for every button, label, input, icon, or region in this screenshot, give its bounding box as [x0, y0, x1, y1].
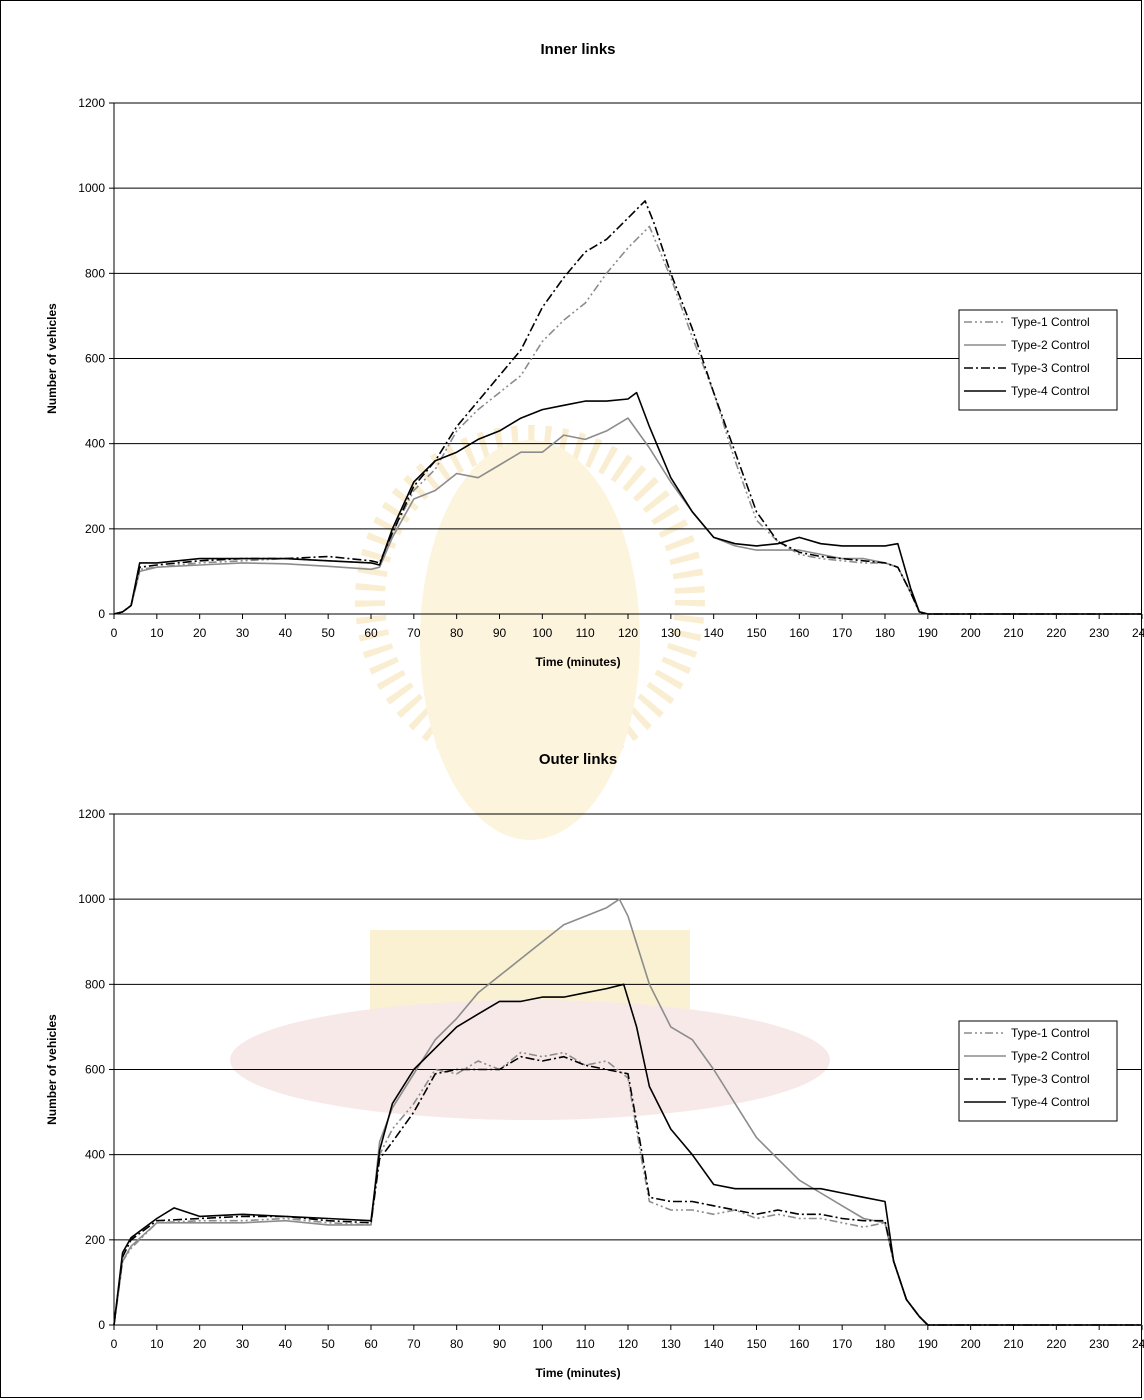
series-line-2 — [113, 417, 1142, 615]
legend-entry: Type-1 Control — [1011, 315, 1090, 329]
x-tick-label: 50 — [321, 1337, 335, 1351]
legend-entry: Type-3 Control — [1011, 1072, 1090, 1086]
chart-title: Inner links — [540, 41, 615, 58]
x-tick-label: 160 — [789, 1337, 809, 1351]
y-tick-label: 800 — [85, 266, 105, 280]
x-axis-label: Time (minutes) — [535, 1366, 620, 1380]
x-tick-label: 240 — [1132, 626, 1144, 640]
legend: Type-1 Control Type-2 Control Type-3 Contr… — [958, 309, 1118, 411]
x-tick-label: 100 — [532, 626, 552, 640]
x-tick-label: 240 — [1132, 1337, 1144, 1351]
y-tick-label: 0 — [98, 1318, 105, 1332]
chart-1: Inner links 0 200 400 600 800 1000 1200 0 10 20 30 4… — [45, 41, 1144, 669]
y-tick-label: 800 — [85, 977, 105, 991]
x-tick-label: 0 — [111, 1337, 118, 1351]
x-tick-label: 110 — [576, 1337, 595, 1351]
y-tick-label: 1000 — [78, 181, 105, 195]
x-tick-label: 160 — [789, 626, 809, 640]
x-tick-label: 150 — [746, 626, 766, 640]
x-tick-label: 0 — [111, 626, 118, 640]
x-tick-label: 100 — [532, 1337, 552, 1351]
x-tick-label: 120 — [618, 626, 638, 640]
legend-entry: Type-1 Control — [1011, 1026, 1090, 1040]
x-tick-label: 220 — [1046, 1337, 1066, 1351]
x-tick-label: 170 — [832, 1337, 852, 1351]
x-tick-label: 120 — [618, 1337, 638, 1351]
y-axis-label: Number of vehicles — [45, 1014, 59, 1125]
x-tick-label: 20 — [193, 626, 207, 640]
x-tick-label: 110 — [576, 626, 595, 640]
x-axis-label: Time (minutes) — [535, 655, 620, 669]
x-tick-label: 200 — [961, 626, 981, 640]
x-tick-label: 60 — [364, 1337, 378, 1351]
y-tick-label: 600 — [85, 1063, 105, 1077]
legend-box — [958, 309, 1118, 411]
x-tick-label: 210 — [1003, 626, 1023, 640]
legend: Type-1 Control Type-2 Control Type-3 Contr… — [958, 1020, 1118, 1122]
chart-2: Outer links 0 200 400 600 800 1000 1200 0 10 20 30 4… — [45, 751, 1144, 1380]
y-tick-label: 400 — [85, 1148, 105, 1162]
x-tick-label: 70 — [407, 626, 421, 640]
x-tick-label: 30 — [236, 1337, 250, 1351]
x-tick-label: 50 — [321, 626, 335, 640]
x-tick-label: 140 — [704, 626, 724, 640]
x-tick-label: 230 — [1089, 626, 1109, 640]
x-tick-label: 30 — [236, 626, 250, 640]
y-tick-label: 1000 — [78, 892, 105, 906]
legend-entry: Type-2 Control — [1011, 338, 1090, 352]
legend-entry: Type-3 Control — [1011, 361, 1090, 375]
x-tick-label: 200 — [961, 1337, 981, 1351]
y-tick-label: 200 — [85, 522, 105, 536]
x-tick-label: 20 — [193, 1337, 207, 1351]
y-tick-label: 400 — [85, 437, 105, 451]
x-tick-label: 150 — [746, 1337, 766, 1351]
x-tick-label: 90 — [493, 626, 507, 640]
x-tick-label: 180 — [875, 626, 895, 640]
legend-box — [958, 1020, 1118, 1122]
legend-entry: Type-2 Control — [1011, 1049, 1090, 1063]
x-tick-label: 130 — [661, 1337, 681, 1351]
series-line-1 — [113, 225, 1142, 615]
x-tick-label: 10 — [150, 626, 164, 640]
x-tick-label: 40 — [279, 1337, 293, 1351]
series-line-2 — [113, 898, 1142, 1326]
legend-entry: Type-4 Control — [1011, 384, 1090, 398]
x-tick-label: 70 — [407, 1337, 421, 1351]
x-tick-label: 130 — [661, 626, 681, 640]
y-tick-label: 200 — [85, 1233, 105, 1247]
x-tick-label: 210 — [1003, 1337, 1023, 1351]
y-tick-label: 1200 — [78, 807, 105, 821]
x-tick-label: 10 — [150, 1337, 164, 1351]
legend-entry: Type-4 Control — [1011, 1095, 1090, 1109]
x-tick-label: 90 — [493, 1337, 507, 1351]
x-tick-label: 180 — [875, 1337, 895, 1351]
series-line-1 — [113, 1051, 1142, 1326]
x-tick-label: 80 — [450, 1337, 464, 1351]
x-tick-label: 140 — [704, 1337, 724, 1351]
x-tick-label: 230 — [1089, 1337, 1109, 1351]
series-line-3 — [113, 1055, 1142, 1326]
x-tick-label: 170 — [832, 626, 852, 640]
series-line-4 — [113, 391, 1142, 615]
x-tick-label: 80 — [450, 626, 464, 640]
series-line-4 — [113, 983, 1142, 1326]
chart-title: Outer links — [539, 751, 617, 768]
y-tick-label: 0 — [98, 607, 105, 621]
y-tick-label: 600 — [85, 352, 105, 366]
x-tick-label: 60 — [364, 626, 378, 640]
x-tick-label: 190 — [918, 626, 938, 640]
x-tick-label: 190 — [918, 1337, 938, 1351]
x-tick-label: 40 — [279, 626, 293, 640]
x-tick-label: 220 — [1046, 626, 1066, 640]
y-tick-label: 1200 — [78, 96, 105, 110]
y-axis-label: Number of vehicles — [45, 303, 59, 414]
